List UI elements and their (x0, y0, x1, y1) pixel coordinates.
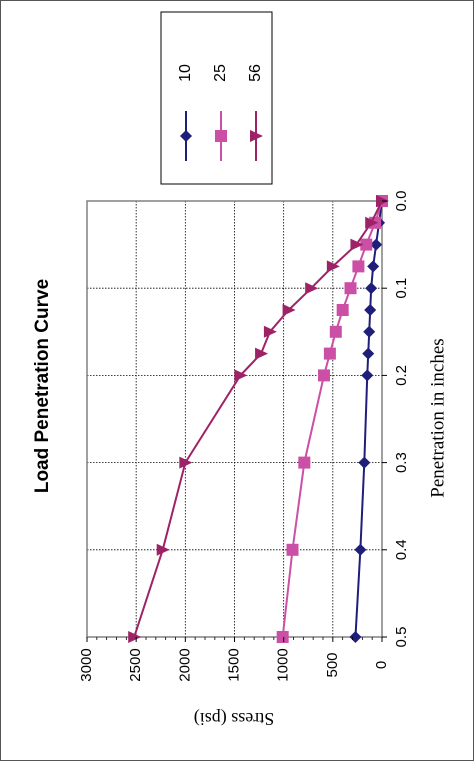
data-point (317, 369, 330, 382)
data-point (352, 260, 365, 273)
tick-layer: 0.0 0.1 0.2 0.3 0.4 0.5 0 500 1000 1500 2000 2500 30… (78, 191, 410, 682)
legend-box (160, 11, 273, 185)
data-point (329, 325, 342, 338)
legend-label: 10 (177, 64, 194, 82)
y-tick-label: 1500 (225, 648, 242, 681)
data-point (370, 238, 383, 251)
x-tick-label: 0.1 (393, 278, 410, 299)
data-point (354, 543, 367, 556)
y-axis-label: Stress (psi) (194, 708, 275, 729)
data-point (255, 347, 269, 360)
x-tick-label: 0.2 (393, 365, 410, 386)
x-tick-label: 0.0 (393, 191, 410, 212)
data-point (305, 282, 319, 295)
data-point (128, 631, 142, 643)
data-point (360, 238, 373, 251)
data-point (282, 304, 296, 316)
series-layer (128, 195, 389, 643)
plot-area-group: 0.0 0.1 0.2 0.3 0.4 0.5 0 500 1000 1500 2000 2500 30… (78, 191, 410, 682)
data-point (358, 456, 371, 469)
data-point (156, 543, 170, 556)
y-tick-label: 2500 (127, 648, 144, 681)
data-point (336, 304, 349, 316)
x-tick-label: 0.3 (393, 452, 410, 473)
y-tick-label: 0 (373, 661, 390, 669)
x-axis-label: Penetration in inches (427, 338, 448, 497)
data-point (361, 369, 374, 382)
legend-marker (215, 130, 227, 142)
data-point (298, 456, 311, 469)
data-point (263, 325, 277, 338)
data-point (179, 456, 193, 469)
legend-label: 25 (212, 64, 229, 82)
chart-title: Load Penetration Curve (32, 279, 53, 493)
legend-item-25: 25 (212, 64, 229, 161)
data-point (365, 282, 378, 295)
y-tick-label: 1000 (275, 648, 292, 681)
y-tick-label: 3000 (78, 648, 95, 681)
legend: 10 25 56 (160, 11, 273, 185)
x-tick-label: 0.4 (393, 539, 410, 560)
y-tick-label: 500 (324, 652, 341, 677)
legend-marker (250, 130, 263, 142)
data-point (276, 631, 289, 643)
data-point (365, 216, 379, 229)
y-tick-label: 2000 (176, 648, 193, 681)
data-point (234, 369, 248, 382)
data-point (364, 304, 377, 316)
legend-label: 56 (247, 64, 264, 82)
legend-items: 10 25 56 (177, 64, 264, 161)
data-point (367, 260, 380, 273)
legend-marker (180, 130, 192, 142)
data-point (362, 347, 375, 360)
data-point (344, 282, 357, 295)
data-point (326, 260, 340, 273)
x-tick-label: 0.5 (393, 627, 410, 648)
data-point (350, 238, 364, 251)
legend-item-10: 10 (177, 64, 194, 161)
series-56 (128, 195, 389, 643)
data-point (286, 543, 299, 556)
legend-item-56: 56 (247, 64, 264, 161)
data-point (363, 325, 376, 338)
data-point (323, 347, 336, 360)
series-line (133, 200, 383, 638)
